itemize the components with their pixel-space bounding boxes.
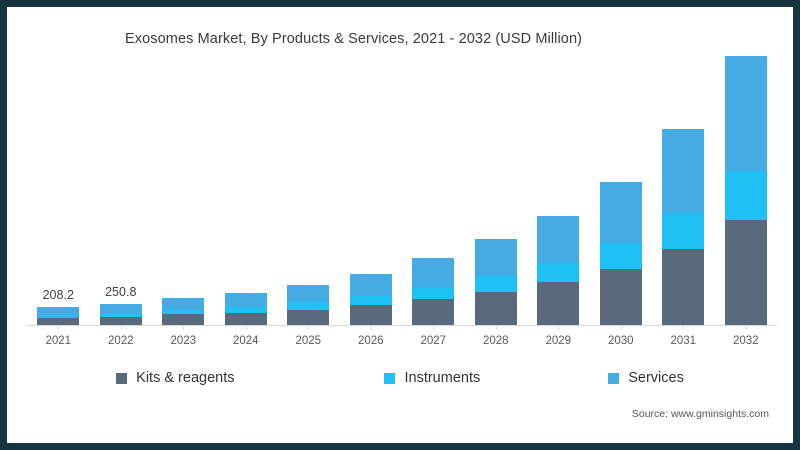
x-axis-label-2032: 2032 [732,335,759,347]
x-axis-label-2031: 2031 [670,335,697,347]
bar-2032[interactable] [724,55,767,325]
bar-segment-instruments[interactable] [599,243,642,270]
bar-segment-instruments[interactable] [474,275,517,292]
bar-2022[interactable]: 250.8 [99,285,142,325]
x-axis-line [27,325,777,326]
bar-segment-kits-reagents[interactable] [99,316,142,325]
bar-segment-kits-reagents[interactable] [224,312,267,325]
square-swatch-icon [384,372,396,384]
x-axis-label-2026: 2026 [357,335,384,347]
bar-segment-instruments[interactable] [99,312,142,317]
bar-segment-instruments[interactable] [724,170,767,220]
bar-segment-services[interactable] [599,182,642,244]
x-axis-tick [745,325,747,330]
bar-segment-kits-reagents[interactable] [162,314,205,325]
x-axis-tick [245,325,247,330]
bar-segment-kits-reagents[interactable] [599,269,642,325]
bar-segment-instruments[interactable] [412,286,455,300]
bar-segment-kits-reagents[interactable] [724,219,767,325]
bar-segment-services[interactable] [287,285,330,303]
legend-label: Instruments [404,370,481,386]
chart-title: Exosomes Market, By Products & Services,… [125,31,583,47]
bar-segment-kits-reagents[interactable] [412,299,455,325]
bar-2029[interactable] [537,215,580,325]
bar-segment-instruments[interactable] [224,306,267,313]
bar-segment-services[interactable] [662,128,705,213]
bar-segment-kits-reagents[interactable] [37,318,80,325]
bar-segment-services[interactable] [224,293,267,307]
bar-segment-instruments[interactable] [662,212,705,249]
bar-2031[interactable] [662,128,705,325]
bar-2024[interactable] [224,293,267,325]
x-axis-tick [370,325,372,330]
bar-segment-instruments[interactable] [349,295,392,306]
x-axis-label-2024: 2024 [232,335,259,347]
square-swatch-icon [608,372,620,384]
bar-segment-services[interactable] [537,215,580,263]
bar-segment-kits-reagents[interactable] [349,305,392,325]
x-axis-label-2027: 2027 [420,335,447,347]
x-axis-tick [120,325,122,330]
bar-segment-kits-reagents[interactable] [287,309,330,325]
x-axis-label-2030: 2030 [607,335,634,347]
bar-segment-services[interactable] [37,307,80,315]
bar-segment-instruments[interactable] [287,302,330,310]
x-axis-tick [683,325,685,330]
x-axis-tick [558,325,560,330]
bar-segment-kits-reagents[interactable] [537,282,580,325]
bar-segment-services[interactable] [412,258,455,287]
bar-value-label: 208.2 [42,288,74,303]
bar-2028[interactable] [474,239,517,325]
bar-segment-instruments[interactable] [537,262,580,283]
bar-segment-instruments[interactable] [37,314,80,319]
bar-segment-services[interactable] [162,297,205,310]
bar-segment-kits-reagents[interactable] [662,248,705,325]
bar-segment-services[interactable] [724,55,767,171]
bar-segment-services[interactable] [99,303,142,313]
x-axis-label-2028: 2028 [482,335,509,347]
square-swatch-icon [116,372,128,384]
bar-2027[interactable] [412,258,455,325]
chart-canvas: Exosomes Market, By Products & Services,… [7,7,793,443]
x-axis-label-2023: 2023 [170,335,197,347]
x-axis-label-2025: 2025 [295,335,322,347]
legend-item-kits-reagents[interactable]: Kits & reagents [116,370,234,386]
bar-value-label: 250.8 [105,284,137,299]
x-axis-tick [433,325,435,330]
bar-2021[interactable]: 208.2 [37,288,80,325]
x-axis-tick [620,325,622,330]
bar-2023[interactable] [162,297,205,325]
bar-2025[interactable] [287,285,330,325]
x-axis-label-2022: 2022 [107,335,134,347]
source-credit: Source: www.gminsights.com [631,408,769,420]
bar-segment-services[interactable] [474,239,517,276]
legend-item-services[interactable]: Services [608,370,684,386]
x-axis-tick [183,325,185,330]
chart-legend: Kits & reagents Instruments Services [7,370,793,386]
legend-label: Kits & reagents [136,370,235,386]
x-axis-label-2021: 2021 [45,335,72,347]
bar-segment-services[interactable] [349,273,392,296]
x-axis-tick [308,325,310,330]
x-axis-label-2029: 2029 [545,335,572,347]
legend-item-instruments[interactable]: Instruments [384,370,480,386]
x-axis-tick [495,325,497,330]
bar-segment-kits-reagents[interactable] [474,291,517,325]
legend-label: Services [628,370,684,386]
bar-segment-instruments[interactable] [162,309,205,315]
x-axis-tick [58,325,60,330]
bar-2030[interactable] [599,182,642,325]
bar-2026[interactable] [349,273,392,325]
